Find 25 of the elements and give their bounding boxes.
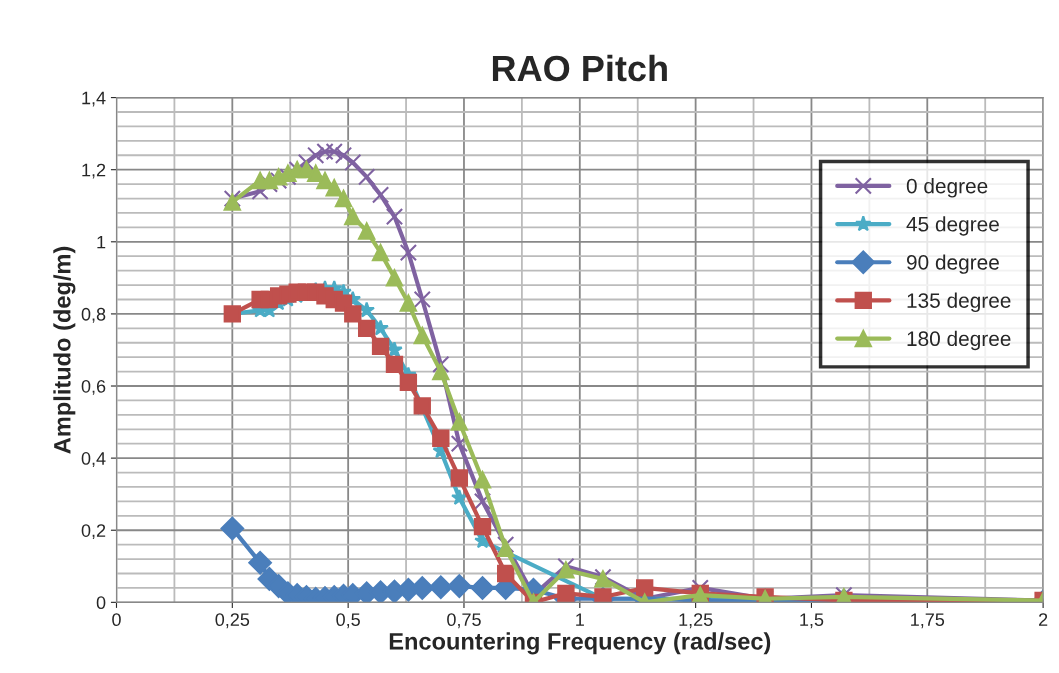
y-tick-label: 1,2 (82, 163, 106, 179)
x-tick-label: 1,5 (800, 613, 824, 629)
x-tick-label: 1 (576, 613, 584, 626)
y-tick-label: 0,2 (81, 524, 106, 540)
y-tick-label: 0,8 (81, 307, 106, 323)
y-tick-label: 0,6 (81, 379, 106, 395)
y-tick-label: 0,4 (81, 452, 106, 467)
legend-label: 45 degree (906, 216, 999, 236)
legend-label: 90 degree (906, 254, 999, 274)
x-tick-label: 0,75 (447, 613, 481, 629)
y-axis-title: Amplitudo (deg/m) (53, 246, 76, 454)
legend-label: 0 degree (906, 178, 988, 198)
x-tick-label: 0,25 (215, 613, 250, 629)
x-axis-title: Encountering Frequency (rad/sec) (389, 632, 771, 655)
y-tick-label: 1 (97, 235, 106, 249)
chart-title: RAO Pitch (492, 54, 667, 82)
legend-label: 135 degree (907, 292, 1011, 313)
x-tick-label: 1,75 (911, 613, 945, 629)
x-tick-label: 1,25 (679, 613, 713, 629)
y-tick-label: 0 (96, 596, 106, 610)
x-tick-label: 2 (1039, 613, 1048, 626)
y-tick-label: 1,4 (82, 91, 106, 107)
x-tick-label: 0,5 (336, 613, 360, 629)
legend-label: 180 degree (907, 330, 1011, 351)
x-tick-label: 0 (112, 613, 121, 627)
